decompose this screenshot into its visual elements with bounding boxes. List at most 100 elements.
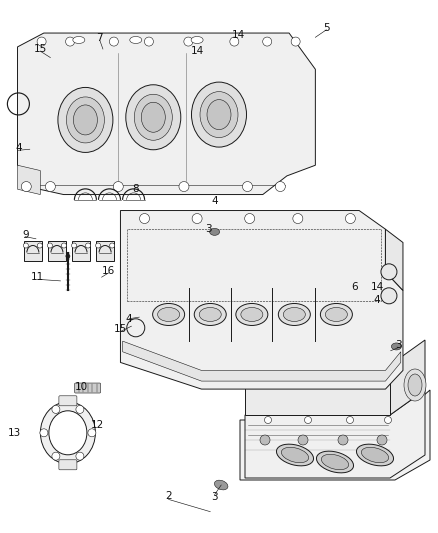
Text: 14: 14 (191, 46, 204, 55)
Ellipse shape (199, 308, 221, 321)
Polygon shape (385, 229, 403, 290)
FancyBboxPatch shape (74, 383, 101, 393)
Ellipse shape (67, 97, 104, 143)
Circle shape (192, 214, 202, 223)
Ellipse shape (194, 303, 226, 326)
Circle shape (245, 214, 254, 223)
FancyBboxPatch shape (96, 240, 114, 261)
Text: 4: 4 (126, 314, 133, 324)
FancyBboxPatch shape (24, 240, 42, 261)
Circle shape (304, 416, 311, 424)
Ellipse shape (357, 444, 393, 466)
Ellipse shape (278, 303, 311, 326)
Circle shape (47, 243, 53, 248)
Ellipse shape (134, 94, 172, 140)
Text: 16: 16 (102, 266, 115, 276)
Text: 15: 15 (114, 325, 127, 334)
Text: 6: 6 (351, 282, 358, 292)
Text: 15: 15 (34, 44, 47, 54)
Circle shape (21, 182, 31, 191)
Text: 8: 8 (132, 184, 139, 194)
Ellipse shape (74, 105, 97, 135)
Ellipse shape (126, 85, 181, 150)
Circle shape (346, 214, 355, 223)
Circle shape (184, 37, 193, 46)
Polygon shape (18, 165, 40, 195)
Ellipse shape (191, 82, 247, 147)
Circle shape (88, 429, 96, 437)
Polygon shape (120, 211, 403, 389)
Circle shape (338, 435, 348, 445)
Ellipse shape (191, 36, 203, 44)
Circle shape (46, 182, 55, 191)
Ellipse shape (408, 374, 422, 396)
FancyBboxPatch shape (59, 460, 77, 470)
Ellipse shape (200, 92, 238, 138)
Circle shape (110, 37, 118, 46)
Circle shape (346, 416, 353, 424)
Text: 3: 3 (205, 224, 212, 234)
Circle shape (263, 37, 272, 46)
FancyBboxPatch shape (72, 240, 90, 261)
Circle shape (293, 214, 303, 223)
Circle shape (23, 243, 28, 248)
Circle shape (377, 435, 387, 445)
Circle shape (260, 435, 270, 445)
Circle shape (381, 264, 397, 280)
Circle shape (140, 214, 149, 223)
Circle shape (230, 37, 239, 46)
Circle shape (76, 452, 84, 460)
Polygon shape (18, 33, 315, 195)
Text: 14: 14 (371, 282, 384, 292)
Circle shape (381, 288, 397, 304)
Circle shape (276, 182, 285, 191)
Text: 9: 9 (22, 230, 29, 239)
Circle shape (385, 416, 392, 424)
Polygon shape (240, 390, 430, 480)
Ellipse shape (207, 100, 231, 130)
Circle shape (76, 406, 84, 414)
Ellipse shape (130, 36, 142, 44)
Text: 2: 2 (165, 491, 172, 500)
Circle shape (37, 37, 46, 46)
Ellipse shape (361, 447, 389, 463)
Circle shape (145, 37, 153, 46)
Circle shape (52, 406, 60, 414)
Ellipse shape (283, 308, 305, 321)
FancyBboxPatch shape (48, 240, 66, 261)
Circle shape (37, 243, 42, 248)
Circle shape (291, 37, 300, 46)
Ellipse shape (141, 102, 165, 132)
Text: 10: 10 (74, 383, 88, 392)
Ellipse shape (281, 447, 309, 463)
Ellipse shape (325, 308, 347, 321)
Text: 13: 13 (7, 428, 21, 438)
Ellipse shape (73, 36, 85, 44)
FancyBboxPatch shape (59, 396, 77, 406)
Ellipse shape (317, 451, 353, 473)
Circle shape (52, 452, 60, 460)
Ellipse shape (210, 228, 219, 236)
Circle shape (110, 243, 115, 248)
Text: 5: 5 (323, 23, 330, 33)
Ellipse shape (241, 308, 263, 321)
Ellipse shape (392, 343, 401, 350)
Ellipse shape (236, 303, 268, 326)
Text: 3: 3 (395, 340, 402, 350)
Text: 7: 7 (96, 34, 103, 43)
Circle shape (298, 435, 308, 445)
Text: 4: 4 (211, 196, 218, 206)
Polygon shape (123, 341, 401, 381)
Circle shape (179, 182, 189, 191)
Ellipse shape (321, 454, 349, 470)
Ellipse shape (58, 87, 113, 152)
Ellipse shape (404, 369, 426, 401)
Circle shape (243, 182, 252, 191)
Polygon shape (390, 340, 425, 415)
Circle shape (71, 243, 77, 248)
Circle shape (61, 243, 67, 248)
Polygon shape (245, 365, 390, 415)
Ellipse shape (158, 308, 180, 321)
Circle shape (95, 243, 101, 248)
Ellipse shape (49, 411, 87, 455)
